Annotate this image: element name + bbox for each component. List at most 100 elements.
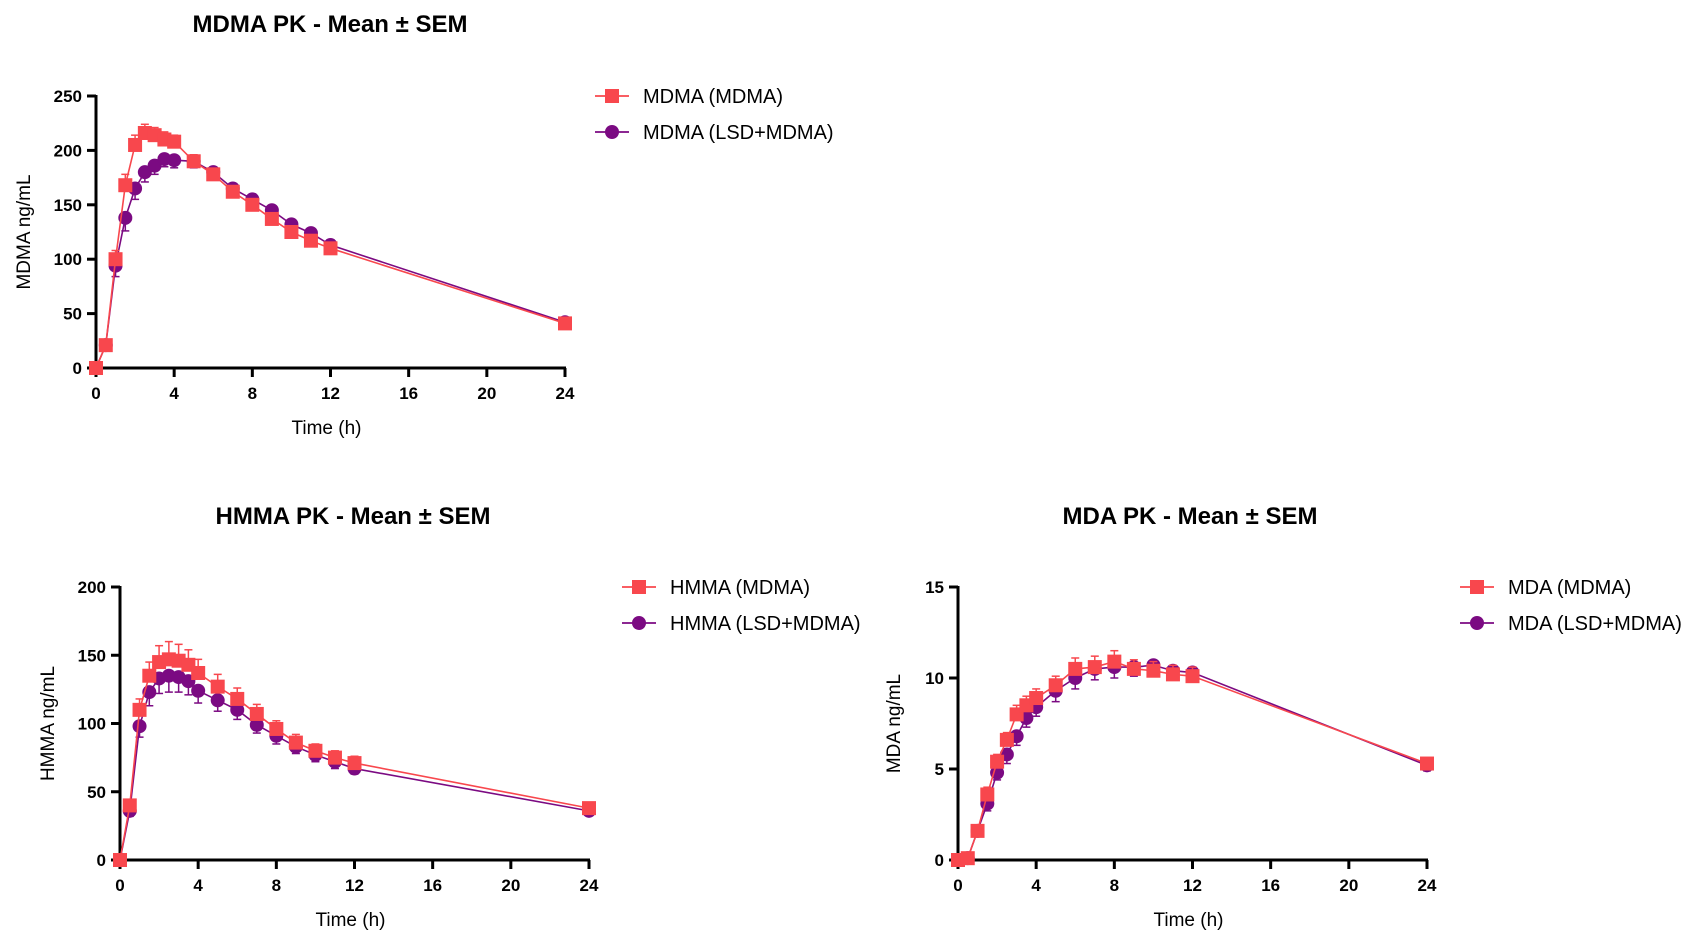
mdma-chart-title: MDMA PK - Mean ± SEM (193, 11, 468, 38)
mda-series-lsd-mdma (951, 658, 1434, 867)
mda-x-tick-label: 4 (1031, 876, 1041, 895)
mda-x-tick-label: 0 (953, 876, 962, 895)
hmma-data-point (132, 702, 147, 717)
mda-y-axis-label: MDA ng/mL (884, 674, 905, 773)
mdma-data-point (558, 316, 572, 331)
mdma-y-tick-label: 100 (54, 250, 82, 269)
hmma-y-tick-label: 50 (87, 783, 106, 802)
mda-data-point (1029, 691, 1044, 706)
hmma-x-tick-label: 8 (272, 876, 281, 895)
mdma-data-point (167, 153, 182, 168)
mda-data-point (1420, 756, 1434, 771)
hmma-data-point (288, 735, 303, 750)
mda-data-point (1165, 667, 1180, 682)
mdma-data-point (98, 338, 113, 353)
hmma-legend-label: HMMA (MDMA) (670, 577, 810, 599)
mda-series-line (957, 664, 1428, 861)
hmma-legend-marker (632, 580, 646, 594)
mdma-y-tick-label: 200 (54, 141, 82, 160)
mdma-legend-label: MDMA (LSD+MDMA) (643, 122, 834, 144)
mda-data-point (1087, 660, 1102, 675)
mda-series-line (957, 660, 1428, 861)
mdma-y-axis-label: MDMA ng/mL (14, 174, 35, 289)
mdma-x-tick-label: 20 (477, 384, 496, 403)
mda-legend-item: MDA (LSD+MDMA) (1460, 613, 1682, 635)
hmma-y-tick-label: 150 (78, 646, 106, 665)
mdma-legend-label: MDMA (MDMA) (643, 86, 783, 108)
hmma-data-point (210, 693, 225, 708)
hmma-data-point (249, 706, 264, 721)
mdma-data-point (186, 154, 201, 169)
mdma-data-point (323, 241, 338, 256)
hmma-legend-marker (632, 616, 646, 630)
hmma-y-tick-label: 200 (78, 578, 106, 597)
hmma-chart-title: HMMA PK - Mean ± SEM (216, 503, 491, 530)
hmma-data-point (230, 702, 245, 717)
mdma-data-point (206, 167, 221, 182)
hmma-data-point (113, 853, 127, 867)
mdma-y-tick-label: 150 (54, 196, 82, 215)
mda-chart: MDA PK - Mean ± SEM 0 5 10 15 0 4 8 12 16 20 24 Time… (884, 503, 1682, 931)
hmma-data-point (308, 743, 323, 758)
mdma-x-tick-label: 8 (248, 384, 257, 403)
hmma-x-tick-label: 12 (345, 876, 364, 895)
mda-x-tick-label: 8 (1110, 876, 1119, 895)
mda-data-point (980, 787, 995, 802)
mdma-legend-marker (605, 89, 619, 103)
hmma-x-tick-label: 16 (423, 876, 442, 895)
mda-data-point (999, 732, 1014, 747)
mdma-y-tick-label: 0 (73, 359, 82, 378)
mdma-data-point (128, 137, 143, 152)
mda-y-tick-label: 10 (925, 669, 944, 688)
hmma-series-mdma (113, 640, 596, 867)
mda-legend-label: MDA (LSD+MDMA) (1508, 613, 1682, 635)
mda-x-axis-label: Time (h) (1153, 910, 1223, 931)
mdma-data-point (245, 197, 260, 212)
hmma-x-tick-label: 4 (193, 876, 203, 895)
mda-legend-marker (1470, 616, 1484, 630)
hmma-legend-label: HMMA (LSD+MDMA) (670, 613, 861, 635)
mdma-x-tick-label: 16 (399, 384, 418, 403)
mda-x-tick-label: 24 (1418, 876, 1437, 895)
mdma-data-point (225, 184, 240, 199)
mda-series-mdma (951, 649, 1434, 867)
mda-data-point (1126, 661, 1141, 676)
mdma-x-tick-label: 24 (556, 384, 575, 403)
mda-y-tick-label: 0 (935, 851, 944, 870)
hmma-data-point (122, 798, 137, 813)
hmma-data-point (132, 719, 147, 734)
hmma-data-point (191, 683, 206, 698)
hmma-y-axis-label: HMMA ng/mL (38, 666, 59, 781)
mda-data-point (1185, 669, 1200, 684)
mda-legend-label: MDA (MDMA) (1508, 577, 1631, 599)
mda-data-point (970, 823, 985, 838)
mda-y-tick-label: 5 (935, 760, 944, 779)
hmma-x-tick-label: 20 (501, 876, 520, 895)
hmma-data-point (582, 801, 596, 816)
mdma-series-lsd-mdma (89, 152, 572, 375)
mda-data-point (1107, 654, 1122, 669)
mdma-series-line (95, 158, 566, 369)
hmma-chart: HMMA PK - Mean ± SEM 0 50 100 150 200 0 4 8 12 16 2… (38, 503, 861, 931)
hmma-data-point (230, 691, 245, 706)
hmma-data-point (249, 717, 264, 732)
mdma-legend-item: MDMA (LSD+MDMA) (595, 122, 834, 144)
mdma-data-point (89, 361, 103, 375)
mdma-x-tick-label: 4 (169, 384, 179, 403)
mdma-chart: MDMA PK - Mean ± SEM 0 50 100 150 200 250 0 4 8 12… (14, 11, 834, 439)
mdma-data-point (108, 252, 123, 267)
mda-x-tick-label: 20 (1339, 876, 1358, 895)
mda-y-tick-label: 15 (925, 578, 944, 597)
hmma-x-tick-label: 24 (580, 876, 599, 895)
mdma-legend-marker (605, 125, 619, 139)
mdma-data-point (118, 178, 133, 193)
hmma-data-point (191, 665, 206, 680)
hmma-data-point (142, 668, 157, 683)
hmma-data-point (210, 679, 225, 694)
mda-data-point (1068, 661, 1083, 676)
mda-x-tick-label: 12 (1183, 876, 1202, 895)
mda-data-point (1048, 678, 1063, 693)
hmma-data-point (347, 756, 362, 771)
mdma-x-axis-label: Time (h) (291, 418, 361, 439)
